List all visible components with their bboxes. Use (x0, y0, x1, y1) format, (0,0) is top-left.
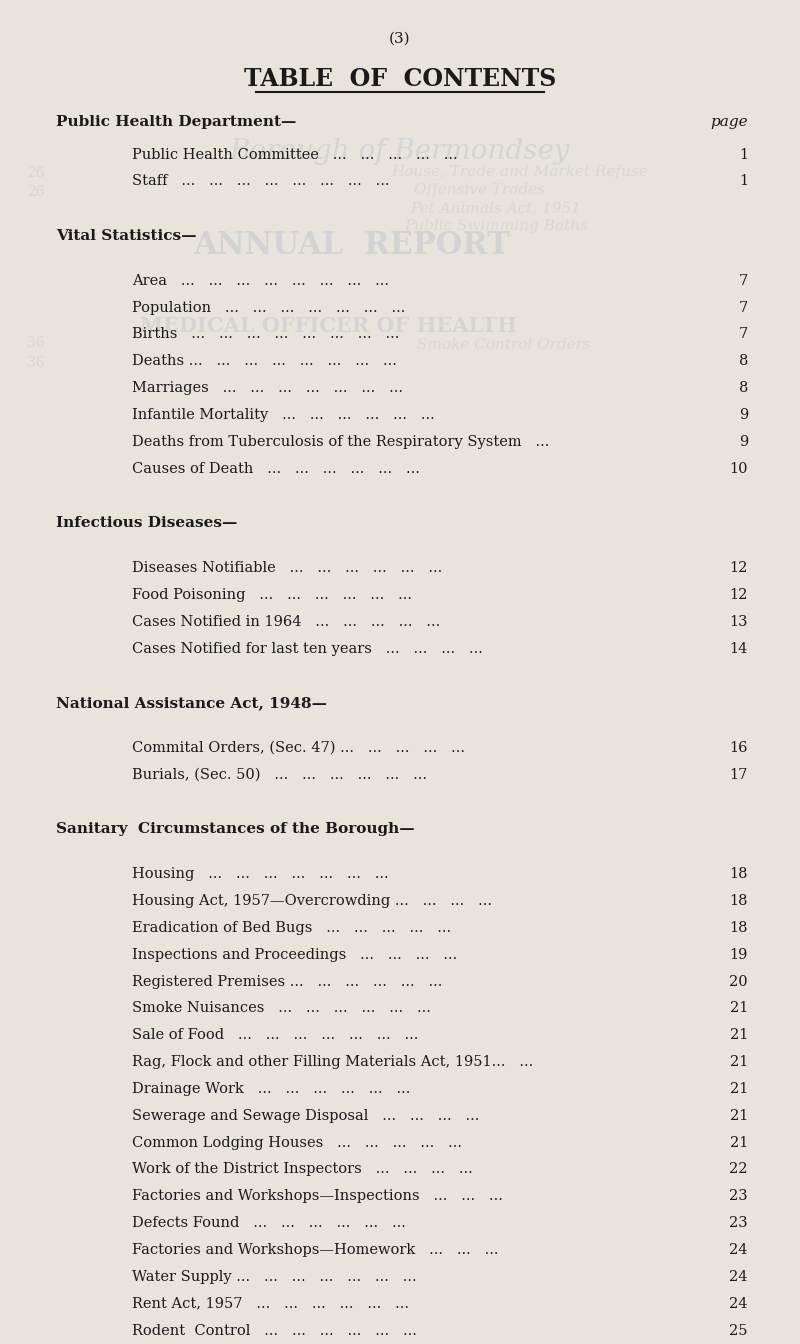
Text: 21: 21 (730, 1109, 748, 1122)
Text: 21: 21 (730, 1136, 748, 1149)
Text: Cases Notified for last ten years   ...   ...   ...   ...: Cases Notified for last ten years ... ..… (132, 641, 483, 656)
Text: Registered Premises ...   ...   ...   ...   ...   ...: Registered Premises ... ... ... ... ... … (132, 974, 442, 989)
Text: (3): (3) (389, 31, 411, 46)
Text: 16: 16 (730, 741, 748, 755)
Text: National Assistance Act, 1948—: National Assistance Act, 1948— (56, 696, 327, 710)
Text: Rodent  Control   ...   ...   ...   ...   ...   ...: Rodent Control ... ... ... ... ... ... (132, 1324, 417, 1337)
Text: 22: 22 (730, 1163, 748, 1176)
Text: Commital Orders, (Sec. 47) ...   ...   ...   ...   ...: Commital Orders, (Sec. 47) ... ... ... .… (132, 741, 465, 755)
Text: Water Supply ...   ...   ...   ...   ...   ...   ...: Water Supply ... ... ... ... ... ... ... (132, 1270, 417, 1284)
Text: 24: 24 (730, 1243, 748, 1257)
Text: Cases Notified in 1964   ...   ...   ...   ...   ...: Cases Notified in 1964 ... ... ... ... .… (132, 614, 440, 629)
Text: Causes of Death   ...   ...   ...   ...   ...   ...: Causes of Death ... ... ... ... ... ... (132, 461, 420, 476)
Text: Births   ...   ...   ...   ...   ...   ...   ...   ...: Births ... ... ... ... ... ... ... ... (132, 328, 399, 341)
Text: 36: 36 (27, 336, 45, 351)
Text: 12: 12 (730, 587, 748, 602)
Text: Deaths ...   ...   ...   ...   ...   ...   ...   ...: Deaths ... ... ... ... ... ... ... ... (132, 355, 397, 368)
Text: House, Trade and Market Refuse: House, Trade and Market Refuse (392, 165, 648, 179)
Text: page: page (710, 114, 748, 129)
Text: Defects Found   ...   ...   ...   ...   ...   ...: Defects Found ... ... ... ... ... ... (132, 1216, 406, 1230)
Text: 20: 20 (730, 974, 748, 989)
Text: 26: 26 (27, 185, 45, 199)
Text: Staff   ...   ...   ...   ...   ...   ...   ...   ...: Staff ... ... ... ... ... ... ... ... (132, 175, 390, 188)
Text: 7: 7 (738, 301, 748, 314)
Text: 24: 24 (730, 1270, 748, 1284)
Text: 14: 14 (730, 641, 748, 656)
Text: Population   ...   ...   ...   ...   ...   ...   ...: Population ... ... ... ... ... ... ... (132, 301, 406, 314)
Text: ANNUAL  REPORT: ANNUAL REPORT (194, 230, 510, 261)
Text: 19: 19 (730, 948, 748, 962)
Text: 25: 25 (730, 1324, 748, 1337)
Text: 36: 36 (27, 356, 45, 370)
Text: 7: 7 (738, 328, 748, 341)
Text: Eradication of Bed Bugs   ...   ...   ...   ...   ...: Eradication of Bed Bugs ... ... ... ... … (132, 921, 451, 935)
Text: Infectious Diseases—: Infectious Diseases— (56, 516, 238, 531)
Text: Factories and Workshops—Inspections   ...   ...   ...: Factories and Workshops—Inspections ... … (132, 1189, 503, 1203)
Text: 9: 9 (738, 409, 748, 422)
Text: 21: 21 (730, 1082, 748, 1095)
Text: 21: 21 (730, 1001, 748, 1016)
Text: Smoke Nuisances   ...   ...   ...   ...   ...   ...: Smoke Nuisances ... ... ... ... ... ... (132, 1001, 431, 1016)
Text: Deaths from Tuberculosis of the Respiratory System   ...: Deaths from Tuberculosis of the Respirat… (132, 435, 550, 449)
Text: 1: 1 (739, 175, 748, 188)
Text: Housing Act, 1957—Overcrowding ...   ...   ...   ...: Housing Act, 1957—Overcrowding ... ... .… (132, 894, 492, 909)
Text: Rag, Flock and other Filling Materials Act, 1951...   ...: Rag, Flock and other Filling Materials A… (132, 1055, 534, 1068)
Text: Offensive Trades: Offensive Trades (414, 183, 546, 196)
Text: Infantile Mortality   ...   ...   ...   ...   ...   ...: Infantile Mortality ... ... ... ... ... … (132, 409, 434, 422)
Text: 13: 13 (730, 614, 748, 629)
Text: Common Lodging Houses   ...   ...   ...   ...   ...: Common Lodging Houses ... ... ... ... ..… (132, 1136, 462, 1149)
Text: Burials, (Sec. 50)   ...   ...   ...   ...   ...   ...: Burials, (Sec. 50) ... ... ... ... ... .… (132, 767, 427, 782)
Text: Public Health Committee   ...   ...   ...   ...   ...: Public Health Committee ... ... ... ... … (132, 148, 458, 161)
Text: Housing   ...   ...   ...   ...   ...   ...   ...: Housing ... ... ... ... ... ... ... (132, 867, 389, 882)
Text: 9: 9 (738, 435, 748, 449)
Text: Marriages   ...   ...   ...   ...   ...   ...   ...: Marriages ... ... ... ... ... ... ... (132, 382, 403, 395)
Text: Sanitary  Circumstances of the Borough—: Sanitary Circumstances of the Borough— (56, 823, 414, 836)
Text: 21: 21 (730, 1055, 748, 1068)
Text: 18: 18 (730, 894, 748, 909)
Text: Food Poisoning   ...   ...   ...   ...   ...   ...: Food Poisoning ... ... ... ... ... ... (132, 587, 412, 602)
Text: 8: 8 (738, 355, 748, 368)
Text: 17: 17 (730, 767, 748, 782)
Text: Sale of Food   ...   ...   ...   ...   ...   ...   ...: Sale of Food ... ... ... ... ... ... ... (132, 1028, 418, 1042)
Text: Public Swimming Baths: Public Swimming Baths (404, 219, 588, 233)
Text: 23: 23 (730, 1216, 748, 1230)
Text: 21: 21 (730, 1028, 748, 1042)
Text: Work of the District Inspectors   ...   ...   ...   ...: Work of the District Inspectors ... ... … (132, 1163, 473, 1176)
Text: 24: 24 (730, 1297, 748, 1310)
Text: Inspections and Proceedings   ...   ...   ...   ...: Inspections and Proceedings ... ... ... … (132, 948, 458, 962)
Text: Diseases Notifiable   ...   ...   ...   ...   ...   ...: Diseases Notifiable ... ... ... ... ... … (132, 560, 442, 575)
Text: TABLE  OF  CONTENTS: TABLE OF CONTENTS (244, 66, 556, 90)
Text: Smoke Control Orders: Smoke Control Orders (417, 337, 591, 352)
Text: 23: 23 (730, 1189, 748, 1203)
Text: Pet Animals Act, 1951: Pet Animals Act, 1951 (410, 202, 582, 215)
Text: Factories and Workshops—Homework   ...   ...   ...: Factories and Workshops—Homework ... ...… (132, 1243, 498, 1257)
Text: 1: 1 (739, 148, 748, 161)
Text: Rent Act, 1957   ...   ...   ...   ...   ...   ...: Rent Act, 1957 ... ... ... ... ... ... (132, 1297, 409, 1310)
Text: 18: 18 (730, 867, 748, 882)
Text: Area   ...   ...   ...   ...   ...   ...   ...   ...: Area ... ... ... ... ... ... ... ... (132, 274, 389, 288)
Text: 18: 18 (730, 921, 748, 935)
Text: Drainage Work   ...   ...   ...   ...   ...   ...: Drainage Work ... ... ... ... ... ... (132, 1082, 410, 1095)
Text: Public Health Department—: Public Health Department— (56, 114, 296, 129)
Text: Sewerage and Sewage Disposal   ...   ...   ...   ...: Sewerage and Sewage Disposal ... ... ...… (132, 1109, 479, 1122)
Text: 26: 26 (27, 165, 45, 180)
Text: 12: 12 (730, 560, 748, 575)
Text: MEDICAL OFFICER OF HEALTH: MEDICAL OFFICER OF HEALTH (139, 316, 517, 336)
Text: 8: 8 (738, 382, 748, 395)
Text: Vital Statistics—: Vital Statistics— (56, 228, 197, 243)
Text: 10: 10 (730, 461, 748, 476)
Text: 7: 7 (738, 274, 748, 288)
Text: Borough of Bermondsey: Borough of Bermondsey (230, 137, 570, 165)
